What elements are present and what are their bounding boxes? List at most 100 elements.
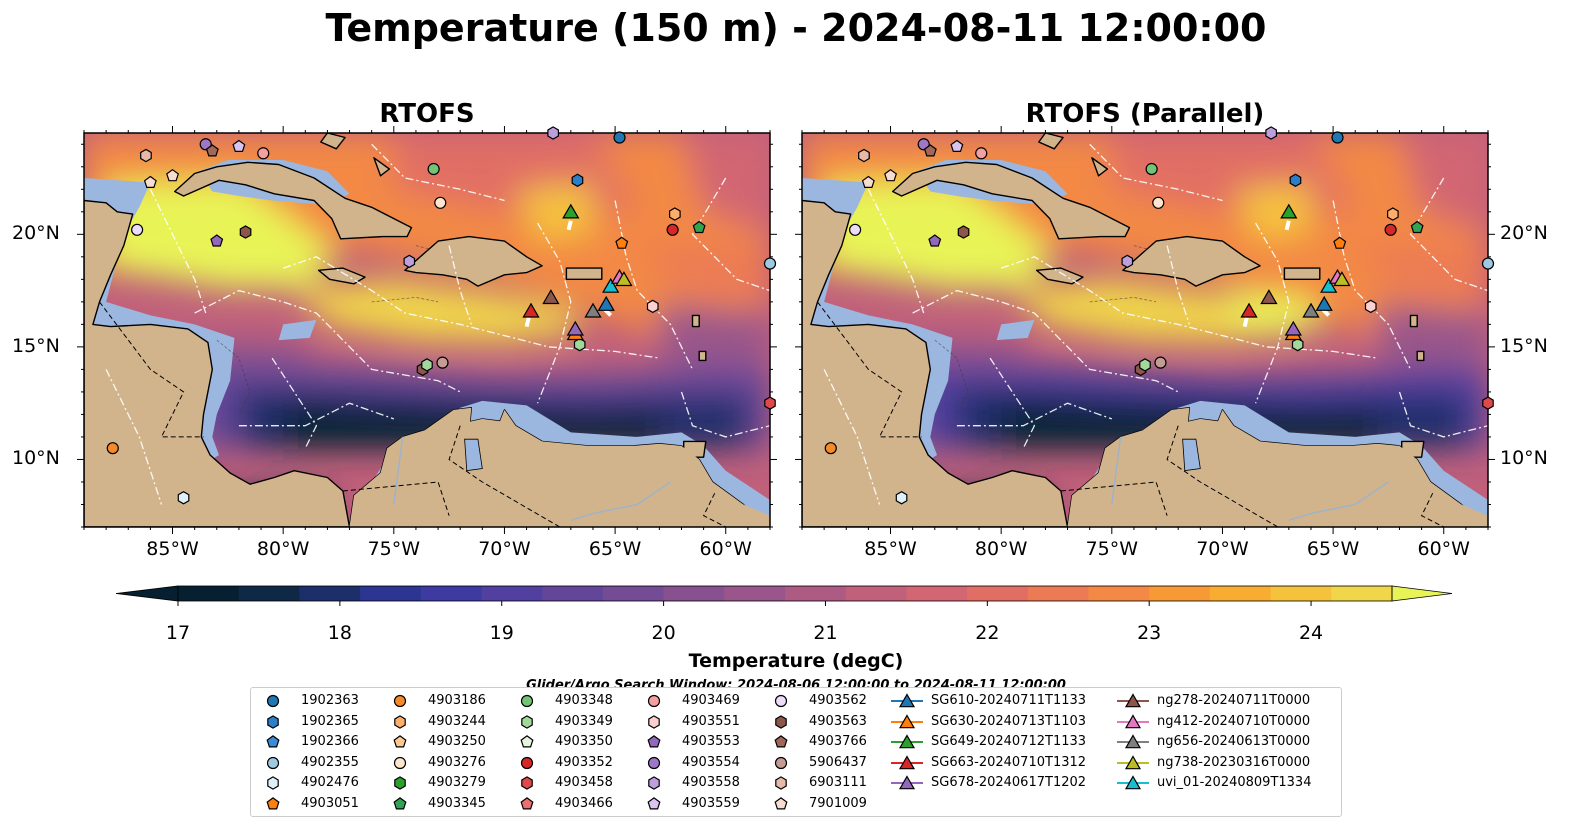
land-masses [802,133,1488,527]
argo-float-4903563 [957,225,970,239]
legend-marker [891,775,923,790]
legend-marker [266,694,280,708]
legend-label: 4903279 [428,775,486,791]
rivers [1111,436,1389,521]
colorbar-tick-label: 18 [327,622,352,644]
legend-glider-marker [898,755,916,770]
argo-float-5906437 [436,356,449,369]
legend-marker [520,797,534,810]
legend-label: 4903276 [428,754,486,770]
argo-float-4903558 [1121,254,1134,269]
legend-label: 1902363 [301,693,359,708]
eez-boundaries [105,143,770,505]
legend-float-marker [774,694,788,708]
legend-marker [520,756,534,769]
argo-float-4903559 [232,139,246,152]
land-lesser2 [698,350,707,362]
legend-float-marker [648,776,660,791]
lon-label: 85°W [864,538,917,560]
argo-float-6903111 [858,148,870,163]
glider-SG649 [1280,203,1298,219]
legend-float-marker [647,694,661,708]
panel-title-rtofs: RTOFS [379,99,475,129]
legend-marker [774,694,788,708]
legend: 1902363 1902365 1902366 4902355 4902476 49030… [250,687,1342,817]
country-borders [817,301,1444,527]
land-cuba [891,161,1131,240]
argo-float-4903348 [1145,162,1158,176]
land-hispaniola [404,235,543,287]
lon-label: 80°W [256,538,310,560]
land-cuba [173,161,413,240]
legend-label: SG663-20240710T1312 [931,754,1087,770]
argo-float-1902363 [1331,131,1344,144]
argo-float-4903766 [923,144,937,157]
legend-label: SG610-20240711T1133 [931,693,1087,708]
argo-float-4903244 [1386,207,1399,221]
legend-label: 4903559 [682,796,740,811]
colorbar-segment [1088,586,1150,601]
colorbar-segment [602,586,665,601]
lon-label: 60°W [1417,538,1470,560]
legend-float-marker [267,776,279,791]
legend-marker [775,714,787,729]
argo-float-4903554 [199,138,212,151]
land-lesser2 [1416,350,1425,362]
argo-float-1902363 [613,131,626,144]
legend-marker [647,735,661,748]
legend-float-marker [266,694,280,708]
colorbar-segment [724,586,786,601]
glider-ng738 [1333,271,1351,287]
map-panel-rtofs [77,126,777,534]
colorbar-segment [481,586,543,601]
argo-float-4903352 [666,223,679,236]
legend-marker [1117,693,1149,708]
argo-float-4903352 [1384,223,1397,236]
legend-marker [521,714,533,729]
rivers [393,436,671,521]
legend-marker [1117,734,1149,749]
legend-marker [891,693,923,708]
legend-glider-marker [898,734,916,749]
lat-label-right: 20°N [1500,222,1548,245]
legend-glider-marker [898,713,916,728]
colorbar-tick-label: 20 [651,622,676,644]
colorbar-tick-label: 22 [975,622,1000,644]
colorbar-label: Temperature (degC) [688,650,904,672]
legend-label: 7901009 [809,796,867,811]
argo-float-4903554 [917,138,930,151]
legend-float-marker [393,797,407,810]
legend-label: 4903563 [809,713,867,729]
argo-float-4903558b [547,126,559,140]
legend-float-marker [266,735,280,748]
legend-label: 4903553 [682,734,740,750]
colorbar-segment [238,586,300,601]
land-bahamas2 [1091,157,1109,177]
colorbar-segment [178,586,240,601]
glider-SG649 [562,203,580,219]
legend-float-marker [774,735,788,748]
glider-ng656 [584,302,602,318]
legend-label: 4903551 [682,713,740,729]
colorbar-tick-label: 21 [813,622,838,644]
colorbar-segment [1209,586,1272,601]
colorbar-segment [1149,586,1211,601]
legend-marker [266,756,280,769]
argo-float-4903349b [573,337,586,352]
legend-float-marker [267,714,279,729]
colorbar-segment [542,586,604,601]
colorbar-segment [1270,586,1332,601]
legend-marker [520,694,534,708]
legend-label: 4903562 [809,693,867,708]
colorbar-segment [1027,586,1089,601]
colorbar-segment [1331,586,1393,601]
argo-float-4903349 [421,358,433,372]
legend-float-marker [775,776,787,791]
argo-float-4903051 [615,236,629,249]
lat-label-right: 15°N [1500,334,1548,357]
glider-SG663 [1240,302,1258,318]
lat-label-left: 15°N [12,334,60,357]
colorbar-tick-label: 19 [489,622,514,644]
legend-label: SG649-20240712T1133 [931,734,1087,750]
colorbar-segment [845,586,907,601]
